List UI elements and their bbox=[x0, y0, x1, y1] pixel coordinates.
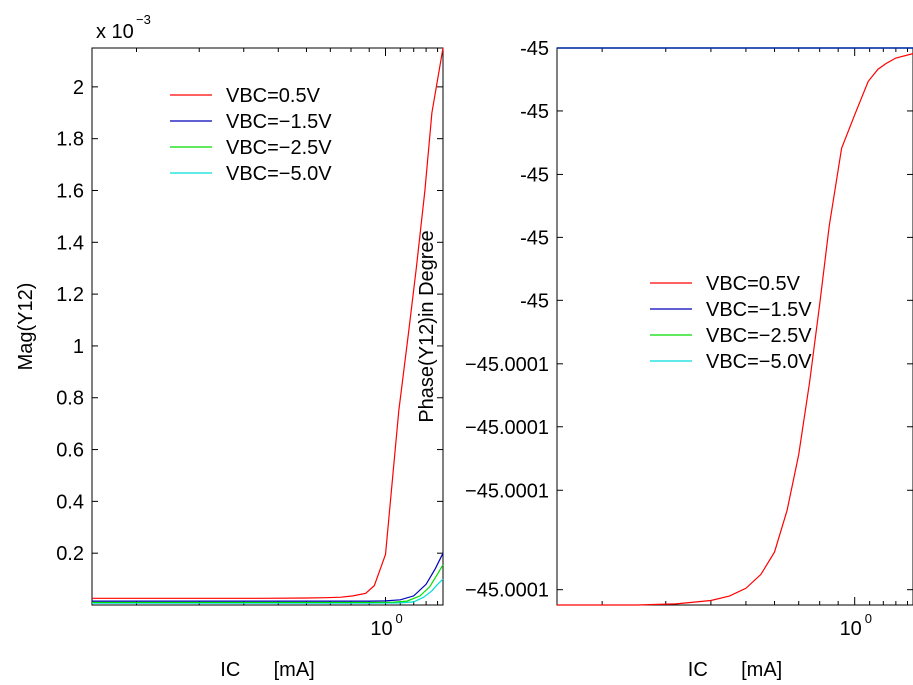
x-tick-label: 10 bbox=[370, 618, 392, 640]
legend-label: VBC=−5.0V bbox=[706, 351, 812, 373]
y-multiplier: x 10 bbox=[96, 21, 134, 43]
y-axis-label: Mag(Y12) bbox=[15, 283, 37, 371]
series-line bbox=[92, 47, 444, 599]
y-tick-label: 0.2 bbox=[56, 543, 84, 565]
y-tick-label: -45 bbox=[520, 227, 549, 249]
y-tick-label: -45 bbox=[520, 164, 549, 186]
chart-phase-y12: -45 -45 -45 -45 -45 −45.0001 −45.0001 −45.0001 −… bbox=[416, 38, 913, 681]
legend-label: VBC=−2.5V bbox=[706, 325, 812, 347]
series-line bbox=[92, 578, 444, 604]
series-line bbox=[92, 552, 444, 602]
series-line bbox=[92, 564, 444, 604]
y-tick-label: -45 bbox=[520, 38, 549, 60]
legend-label: VBC=−1.5V bbox=[706, 299, 812, 321]
legend-label: VBC=0.5V bbox=[226, 85, 321, 107]
y-tick-label: 2 bbox=[73, 77, 84, 99]
x-tick-exponent: 0 bbox=[865, 611, 872, 626]
series-line bbox=[557, 53, 913, 606]
legend-label: VBC=−5.0V bbox=[226, 163, 332, 185]
y-tick-label: −45.0001 bbox=[465, 480, 549, 502]
x-axis-label: IC [mA] bbox=[220, 659, 314, 681]
chart-mag-y12: 0.2 0.4 0.6 0.8 1 1.2 1.4 1.6 1.8 2 10 0 x 10−3 IC [m… bbox=[15, 12, 444, 681]
x-axis-label: IC [mA] bbox=[688, 659, 782, 681]
y-tick-label: -45 bbox=[520, 290, 549, 312]
y-tick-label: 1.6 bbox=[56, 180, 84, 202]
y-tick-label: -45 bbox=[520, 101, 549, 123]
y-tick-label: −45.0001 bbox=[465, 354, 549, 376]
y-tick-label: −45.0001 bbox=[465, 580, 549, 602]
y-tick-label: 0.4 bbox=[56, 491, 84, 513]
legend-label: VBC=−1.5V bbox=[226, 111, 332, 133]
y-tick-label: −45.0001 bbox=[465, 417, 549, 439]
axes-box bbox=[91, 47, 444, 606]
x-tick-exponent: 0 bbox=[396, 611, 403, 626]
x-tick-label: 10 bbox=[840, 618, 862, 640]
legend-label: VBC=−2.5V bbox=[226, 137, 332, 159]
y-tick-label: 1 bbox=[73, 336, 84, 358]
legend-label: VBC=0.5V bbox=[706, 273, 801, 295]
y-axis-label: Phase(Y12)in Degree bbox=[416, 230, 438, 422]
y-tick-label: 1.8 bbox=[56, 129, 84, 151]
y-tick-label: 1.2 bbox=[56, 284, 84, 306]
y-multiplier-exponent: −3 bbox=[136, 12, 151, 27]
y-tick-label: 0.8 bbox=[56, 388, 84, 410]
y-tick-label: 1.4 bbox=[56, 232, 84, 254]
y-tick-label: 0.6 bbox=[56, 440, 84, 462]
